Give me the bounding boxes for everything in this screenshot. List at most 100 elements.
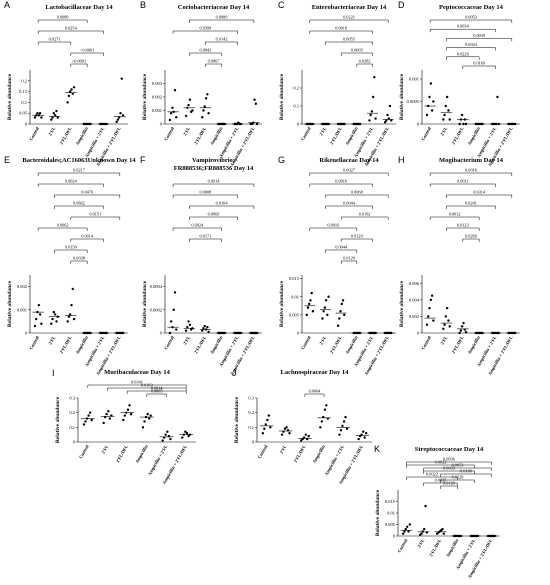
significance-bracket bbox=[172, 183, 255, 187]
data-point bbox=[336, 324, 340, 327]
data-point bbox=[253, 98, 256, 101]
p-value: 0.0069 bbox=[208, 212, 220, 217]
panel-letter: E bbox=[4, 155, 10, 165]
x-tick-label: 2'FL/DFL bbox=[193, 335, 207, 354]
p-value: 0.0044 bbox=[343, 201, 356, 206]
data-point bbox=[458, 122, 461, 126]
data-point bbox=[310, 291, 313, 295]
chart-title: Lactobacillaceae Day 14 bbox=[45, 4, 113, 11]
p-value: 0.0053 bbox=[452, 463, 464, 468]
significance-bracket bbox=[309, 227, 358, 231]
p-value: 0.0399 bbox=[200, 26, 212, 31]
x-tick-label: Control bbox=[420, 334, 432, 350]
y-tick-label: 0.0004 bbox=[150, 284, 163, 289]
p-value: 0.0089 bbox=[216, 15, 228, 20]
significance-bracket bbox=[423, 470, 475, 474]
data-point bbox=[429, 298, 433, 302]
significance-bracket bbox=[309, 19, 389, 23]
p-value: 0.0217 bbox=[73, 168, 86, 173]
chart-title: Bacteroidales;AC16063Unknown Day 14 bbox=[22, 157, 136, 164]
x-tick-label: 2'FL/DFL bbox=[115, 444, 129, 463]
significance-bracket bbox=[446, 194, 513, 198]
data-point bbox=[120, 77, 123, 80]
y-tick-label: 0.001 bbox=[409, 77, 419, 82]
p-value: 0.0016 bbox=[465, 168, 478, 173]
data-point bbox=[143, 420, 146, 423]
y-tick-label: 0.3 bbox=[248, 396, 254, 401]
p-value: 0.0005 bbox=[151, 389, 163, 394]
data-point bbox=[201, 116, 204, 119]
panel: E Bacteroidales;AC16063Unknown Day 14 0 0.0… bbox=[4, 155, 136, 376]
y-tick-label: 0.2 bbox=[69, 410, 75, 415]
significance-bracket bbox=[325, 249, 358, 253]
data-point bbox=[432, 319, 435, 322]
panel-letter: B bbox=[140, 0, 146, 10]
p-value: 0.0282 bbox=[359, 59, 371, 64]
data-point bbox=[186, 326, 189, 329]
data-point bbox=[370, 110, 374, 113]
significance-bracket bbox=[172, 227, 222, 231]
data-point bbox=[53, 114, 57, 117]
data-point bbox=[343, 313, 346, 317]
data-point bbox=[166, 430, 169, 433]
y-axis-label: Relative abundance bbox=[142, 73, 148, 120]
data-point bbox=[445, 95, 449, 99]
p-value: 0.0033 bbox=[443, 466, 455, 471]
x-tick-label: Ampicillin bbox=[344, 126, 359, 146]
data-point bbox=[187, 320, 190, 323]
data-point bbox=[304, 433, 307, 436]
data-point bbox=[37, 303, 41, 307]
p-value: 0.0018 bbox=[335, 26, 347, 31]
data-point bbox=[357, 437, 360, 441]
data-point bbox=[341, 299, 345, 302]
data-point bbox=[390, 119, 393, 122]
x-tick-label: Ampicillin bbox=[467, 335, 482, 355]
y-axis-label: Relative abundance bbox=[234, 396, 240, 443]
chart-title: Muribaculaceae Day 14 bbox=[104, 369, 170, 376]
data-point bbox=[441, 527, 444, 531]
panel-letter: H bbox=[398, 155, 405, 165]
y-tick-label: 0.2 bbox=[248, 410, 254, 415]
data-point bbox=[459, 329, 463, 332]
significance-bracket bbox=[340, 238, 373, 242]
data-point bbox=[368, 119, 371, 122]
significance-bracket bbox=[340, 260, 358, 264]
p-value: 0.0039 bbox=[473, 33, 485, 38]
y-tick-label: 0.002 bbox=[409, 314, 419, 319]
y-tick-label: 0.2 bbox=[293, 86, 299, 91]
data-point bbox=[267, 414, 271, 417]
data-point bbox=[173, 291, 177, 294]
data-point bbox=[324, 299, 328, 302]
y-tick-label: 0 bbox=[252, 440, 255, 445]
y-axis-label: Relative abundance bbox=[279, 73, 285, 120]
x-tick-label: 2'FL bbox=[318, 335, 327, 346]
data-point bbox=[345, 427, 349, 430]
x-tick-label: Ampicillin bbox=[209, 126, 224, 146]
data-point bbox=[425, 323, 429, 326]
y-axis-label: Relative abundance bbox=[142, 280, 148, 327]
p-value: 0.0221 bbox=[343, 15, 355, 20]
data-point bbox=[172, 308, 175, 311]
data-point bbox=[52, 112, 56, 115]
significance-bracket bbox=[429, 183, 496, 187]
data-point bbox=[321, 317, 324, 320]
data-point bbox=[344, 415, 347, 419]
significance-bracket bbox=[54, 194, 121, 198]
data-point bbox=[323, 306, 327, 309]
x-tick-label: Ampicillin bbox=[467, 126, 482, 146]
p-value: 0.0024 bbox=[465, 42, 478, 47]
data-point bbox=[283, 427, 287, 430]
data-point bbox=[325, 404, 328, 407]
significance-bracket bbox=[446, 47, 496, 51]
data-point bbox=[70, 88, 73, 91]
data-point bbox=[263, 427, 266, 430]
data-point bbox=[149, 414, 152, 417]
x-tick-label: Control bbox=[163, 334, 175, 350]
data-point bbox=[33, 324, 37, 328]
data-point bbox=[464, 330, 468, 334]
p-value: 0.0005 bbox=[351, 48, 363, 53]
data-point bbox=[188, 98, 192, 101]
significance-bracket bbox=[70, 216, 121, 220]
data-point bbox=[122, 418, 125, 422]
